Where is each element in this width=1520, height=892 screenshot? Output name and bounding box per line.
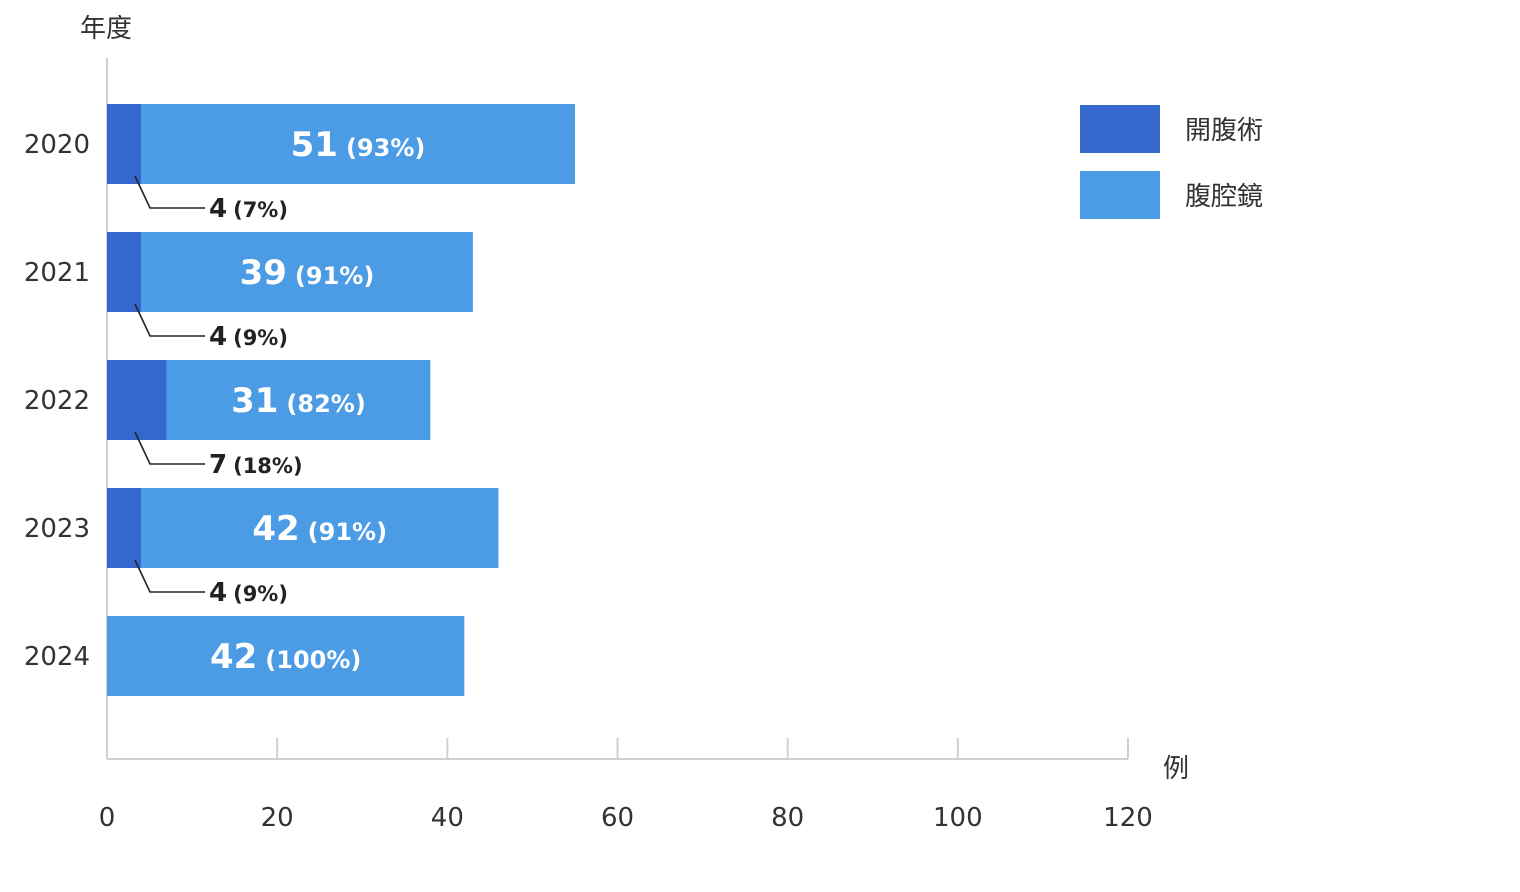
data-label-laparoscopic: 42 (100%) — [210, 637, 361, 677]
bar-open — [107, 104, 142, 184]
category-label: 2024 — [24, 642, 90, 672]
data-label-open: 4 (9%) — [209, 578, 288, 608]
x-tick-label: 0 — [99, 803, 116, 833]
x-tick-label: 100 — [933, 803, 983, 833]
callout-line — [134, 559, 205, 593]
x-tick-label: 60 — [601, 803, 634, 833]
legend-label: 開腹術 — [1185, 116, 1263, 146]
callout-line — [134, 303, 205, 337]
x-tick-label: 80 — [771, 803, 804, 833]
axes: 0 20 40 60 80 100 120 — [99, 58, 1153, 833]
bar-open — [107, 232, 142, 312]
legend-swatch — [1080, 105, 1160, 153]
bars: 2020 51 (93%)4 (7%) 2021 39 (91%) 4 (9%) 2022 31 (8… — [24, 104, 575, 696]
data-label-laparoscopic: 39 (91%) — [240, 253, 375, 293]
x-axis-unit: 例 — [1163, 754, 1189, 784]
bar-laparoscopic — [141, 232, 473, 312]
callout-line — [134, 431, 205, 465]
bar-laparoscopic — [141, 104, 575, 184]
data-label-open: 4 (9%) — [209, 322, 288, 352]
x-tick-label: 40 — [431, 803, 464, 833]
legend-swatch — [1080, 171, 1160, 219]
data-label-open: 4 (7%) — [209, 194, 288, 224]
data-label-open: 7 (18%) — [209, 450, 303, 480]
bar-open — [107, 360, 167, 440]
category-label: 2021 — [24, 258, 90, 288]
data-label-laparoscopic: 51 (93%) — [291, 125, 426, 165]
data-label-laparoscopic: 31 (82%) — [231, 381, 366, 421]
callout-line — [134, 175, 205, 209]
bar-laparoscopic — [166, 360, 431, 440]
data-label-laparoscopic: 42 (91%) — [252, 509, 387, 549]
bar-open — [107, 488, 142, 568]
category-label: 2023 — [24, 514, 90, 544]
category-label: 2020 — [24, 130, 90, 160]
category-label: 2022 — [24, 386, 90, 416]
x-tick-label: 120 — [1103, 803, 1153, 833]
y-axis-title: 年度 — [80, 14, 132, 44]
legend-label: 腹腔鏡 — [1185, 182, 1263, 212]
bar-laparoscopic — [107, 616, 465, 696]
x-tick-label: 20 — [261, 803, 294, 833]
bar-laparoscopic — [141, 488, 499, 568]
